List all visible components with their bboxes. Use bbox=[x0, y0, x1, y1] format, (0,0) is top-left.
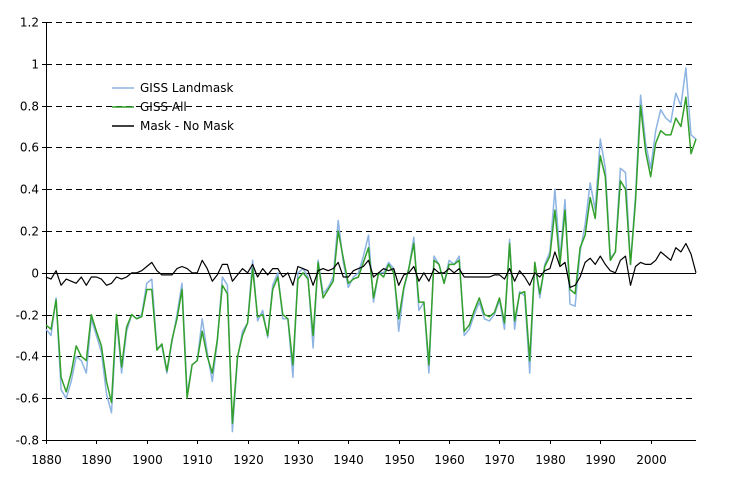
series-line-mask-no-mask bbox=[45, 242, 697, 288]
legend-label: GISS Landmask bbox=[140, 81, 233, 95]
x-tick-label: 1990 bbox=[585, 453, 616, 467]
y-tick-label: 0 bbox=[31, 267, 39, 281]
x-tick-label: 1910 bbox=[182, 453, 213, 467]
x-tick-label: 1880 bbox=[31, 453, 62, 467]
axes: -0.8 -0.6 -0.4 -0.2 0 0.2 0.4 0.6 0.8 1 1.2 1880 189… bbox=[16, 16, 696, 467]
x-tick-label: 1980 bbox=[535, 453, 566, 467]
series-lines bbox=[45, 67, 697, 433]
y-tick-label: 0.2 bbox=[20, 225, 39, 239]
y-tick-label: -0.6 bbox=[16, 392, 39, 406]
x-tick-label: 1930 bbox=[283, 453, 314, 467]
y-tick-label: -0.2 bbox=[16, 309, 39, 323]
gridlines bbox=[46, 22, 696, 399]
y-tick-label: 0.8 bbox=[20, 100, 39, 114]
y-tick-label: 1 bbox=[31, 58, 39, 72]
y-tick-label: -0.8 bbox=[16, 434, 39, 448]
legend: GISS Landmask GISS All Mask - No Mask bbox=[112, 81, 234, 133]
y-tick-label: -0.4 bbox=[16, 350, 39, 364]
series-line-giss-all bbox=[45, 96, 697, 425]
x-tick-label: 1950 bbox=[384, 453, 415, 467]
x-tick-label: 1890 bbox=[81, 453, 112, 467]
y-tick-label: 1.2 bbox=[20, 16, 39, 30]
x-tick-label: 2000 bbox=[636, 453, 667, 467]
legend-label: GISS All bbox=[140, 100, 187, 114]
legend-label: Mask - No Mask bbox=[140, 119, 234, 133]
x-tick-label: 1920 bbox=[233, 453, 264, 467]
y-tick-label: 0.6 bbox=[20, 141, 39, 155]
x-tick-label: 1970 bbox=[484, 453, 515, 467]
y-tick-label: 0.4 bbox=[20, 183, 39, 197]
x-tick-label: 1940 bbox=[333, 453, 364, 467]
x-tick-label: 1960 bbox=[434, 453, 465, 467]
x-tick-label: 1900 bbox=[132, 453, 163, 467]
